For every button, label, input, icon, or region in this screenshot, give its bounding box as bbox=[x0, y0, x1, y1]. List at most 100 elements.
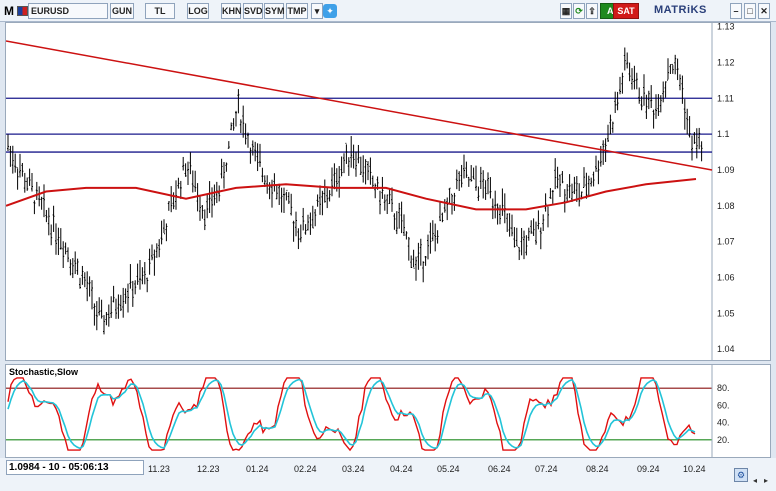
dropdown-chevron-icon[interactable]: ▾ bbox=[311, 3, 323, 19]
y-tick-label: 1.11 bbox=[717, 93, 734, 103]
candle bbox=[585, 172, 588, 199]
candle bbox=[338, 166, 341, 198]
candle bbox=[367, 161, 369, 181]
candle bbox=[520, 228, 523, 256]
candle bbox=[347, 157, 350, 176]
candle bbox=[571, 183, 573, 203]
candle bbox=[88, 276, 91, 297]
candle bbox=[499, 204, 501, 225]
trendline[interactable] bbox=[5, 40, 713, 171]
moving-average-line[interactable] bbox=[5, 178, 697, 211]
minimize-button[interactable]: – bbox=[730, 3, 742, 19]
candle bbox=[537, 210, 540, 230]
candle bbox=[302, 207, 305, 231]
calendar-icon[interactable]: ▦ bbox=[560, 3, 572, 19]
price-chart-panel[interactable]: 1.13 1.12 1.11 1.1 1.09 1.08 1.07 1.06 1.05 1.04 bbox=[5, 22, 771, 361]
candle bbox=[623, 47, 626, 71]
toolbar-button-svd[interactable]: SVD bbox=[243, 3, 263, 19]
candle bbox=[616, 91, 619, 111]
toolbar-button-tmp[interactable]: TMP bbox=[286, 3, 308, 19]
candle bbox=[532, 218, 535, 237]
y-tick-label: 1.09 bbox=[717, 165, 735, 175]
toolbar-button-log[interactable]: LOG bbox=[187, 3, 209, 19]
symbol-selector[interactable]: EURUSD bbox=[28, 3, 108, 19]
candle bbox=[275, 184, 278, 200]
candle bbox=[79, 277, 81, 289]
candle bbox=[398, 202, 401, 229]
candle bbox=[146, 277, 149, 293]
bottom-bar: 1.0984 - 10 - 05:06:13 11.23 12.23 01.24 02… bbox=[0, 458, 776, 491]
candle bbox=[218, 185, 221, 202]
settings-icon[interactable]: ⚙ bbox=[734, 468, 748, 482]
scroll-left-icon[interactable]: ◂ bbox=[752, 476, 757, 485]
candle bbox=[362, 155, 365, 183]
stochastic-panel[interactable]: Stochastic,Slow 80. 60. 40. 20. bbox=[5, 364, 771, 458]
candle bbox=[407, 236, 410, 261]
y-tick-label: 1.05 bbox=[717, 308, 735, 318]
candle bbox=[98, 297, 101, 316]
candle bbox=[311, 205, 314, 229]
sell-button[interactable]: SAT bbox=[613, 3, 639, 19]
candle bbox=[199, 196, 201, 221]
candle bbox=[35, 181, 38, 201]
candle bbox=[482, 170, 485, 199]
candle bbox=[597, 160, 600, 185]
candle bbox=[254, 141, 257, 162]
candle bbox=[26, 177, 29, 191]
candle bbox=[700, 141, 703, 162]
candle bbox=[410, 255, 413, 269]
candle bbox=[544, 193, 547, 212]
candle bbox=[182, 156, 185, 171]
candle bbox=[107, 304, 110, 327]
candle bbox=[496, 203, 499, 225]
y-tick-label: 1.08 bbox=[717, 201, 735, 211]
stochastic-chart[interactable]: Stochastic,Slow 80. 60. 40. 20. bbox=[6, 365, 770, 457]
candle bbox=[203, 209, 206, 231]
candle bbox=[647, 90, 650, 110]
candle bbox=[542, 214, 545, 231]
price-chart[interactable]: 1.13 1.12 1.11 1.1 1.09 1.08 1.07 1.06 1.05 1.04 bbox=[5, 22, 770, 360]
candle bbox=[590, 177, 593, 187]
stochastic-d-line[interactable] bbox=[7, 378, 696, 450]
candle bbox=[223, 162, 225, 189]
candle bbox=[175, 180, 177, 210]
candle bbox=[460, 164, 463, 188]
x-tick-label: 01.24 bbox=[246, 464, 269, 474]
candle bbox=[134, 280, 137, 295]
candle bbox=[285, 189, 288, 201]
candle bbox=[657, 94, 660, 116]
restore-button[interactable]: □ bbox=[744, 3, 756, 19]
candle bbox=[357, 144, 360, 164]
osc-y-tick-label: 60. bbox=[717, 400, 730, 410]
toolbar-button-gun[interactable]: GUN bbox=[110, 3, 134, 19]
close-button[interactable]: ✕ bbox=[758, 3, 770, 19]
candle bbox=[395, 211, 398, 235]
candle bbox=[695, 128, 698, 159]
candle bbox=[103, 315, 105, 335]
scroll-right-icon[interactable]: ▸ bbox=[763, 476, 768, 485]
candle bbox=[323, 179, 326, 203]
candle bbox=[547, 205, 549, 228]
refresh-icon[interactable]: ⟳ bbox=[573, 3, 585, 19]
candle bbox=[431, 220, 434, 242]
candle bbox=[453, 192, 456, 211]
toolbar-button-tl[interactable]: TL bbox=[145, 3, 175, 19]
candle bbox=[441, 212, 444, 223]
candle bbox=[326, 187, 329, 209]
candle bbox=[669, 64, 672, 75]
toolbar: M EURUSD GUN TL LOG KHN SVD SYM TMP ▾ ✦ ▦ ⟳ ⇪ … bbox=[0, 0, 776, 22]
pin-icon[interactable]: ⇪ bbox=[586, 3, 598, 19]
toolbar-button-khn[interactable]: KHN bbox=[221, 3, 242, 19]
twitter-icon[interactable]: ✦ bbox=[323, 4, 337, 18]
toolbar-button-sym[interactable]: SYM bbox=[264, 3, 285, 19]
candle bbox=[139, 259, 141, 290]
candle bbox=[650, 85, 653, 108]
candle bbox=[583, 167, 585, 188]
osc-y-tick-label: 20. bbox=[717, 435, 730, 445]
candle bbox=[71, 258, 74, 279]
stochastic-k-line[interactable] bbox=[7, 377, 696, 452]
candle bbox=[643, 74, 645, 106]
candle bbox=[153, 249, 156, 276]
candle bbox=[501, 188, 504, 216]
candle bbox=[628, 62, 631, 82]
